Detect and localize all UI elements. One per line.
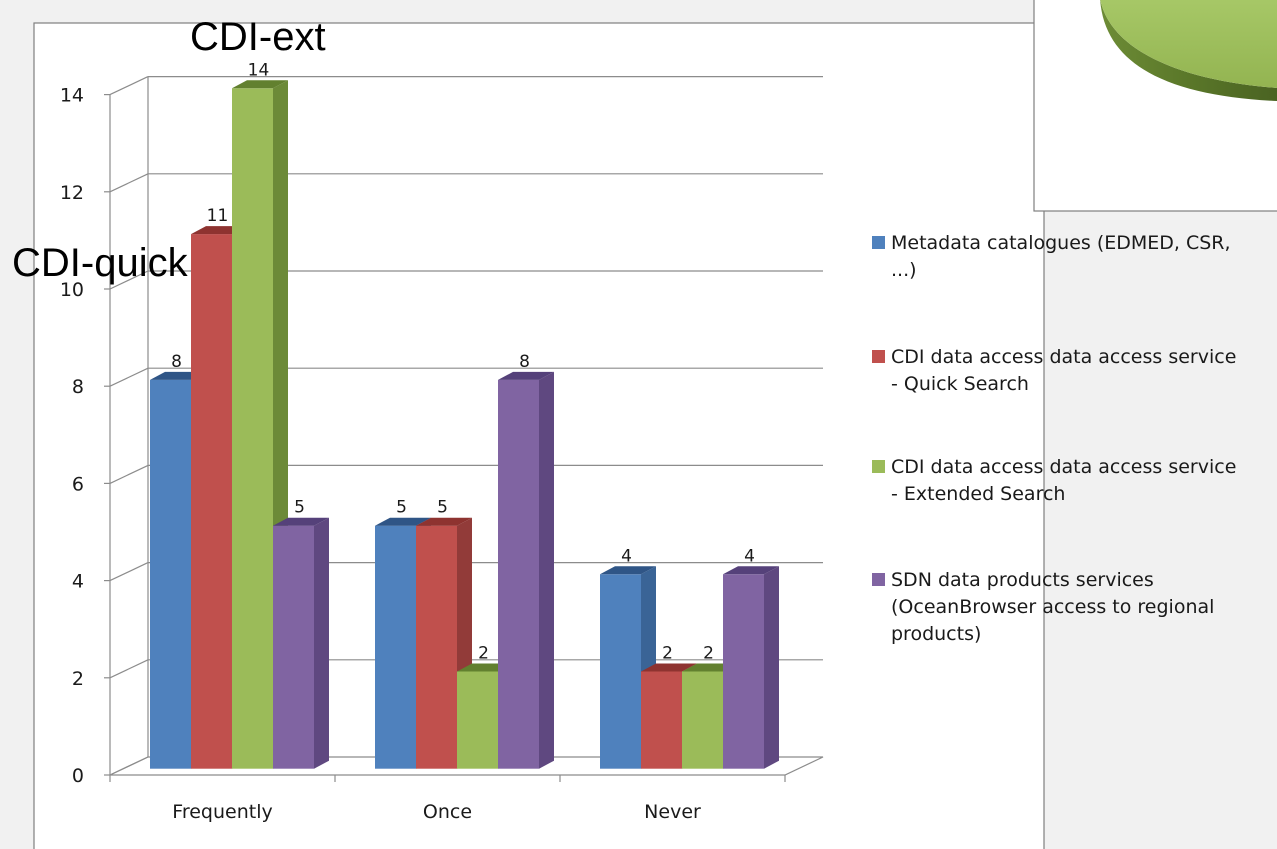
bar-front [273, 525, 314, 769]
bar-front [723, 574, 764, 769]
y-tick-label: 4 [72, 571, 84, 593]
bar [375, 517, 431, 769]
bar-top [600, 566, 656, 575]
data-label: 5 [294, 498, 305, 518]
bar-front [416, 525, 457, 769]
legend-label: ...) [891, 259, 917, 281]
legend-label: SDN data products services [891, 569, 1154, 591]
bar-top [723, 566, 779, 575]
bar-front [375, 525, 416, 769]
legend-label: - Quick Search [891, 373, 1029, 395]
data-label: 5 [396, 498, 407, 518]
bar-front [232, 88, 273, 769]
bar-front [150, 379, 191, 769]
data-label: 2 [703, 644, 714, 664]
legend-swatch [872, 573, 885, 586]
data-label: 4 [621, 546, 632, 566]
legend: Metadata catalogues (EDMED, CSR,...) CDI … [872, 232, 1236, 645]
gridline-side [109, 562, 149, 582]
legend-label: - Extended Search [891, 483, 1065, 505]
bar-front [600, 574, 641, 769]
y-tick-label: 0 [72, 765, 84, 787]
x-category-label: Once [423, 801, 472, 823]
bar-front [498, 379, 539, 769]
bar-front [191, 234, 232, 769]
gridline-side [109, 270, 149, 290]
bar-top [273, 517, 329, 526]
data-label: 8 [519, 352, 530, 372]
legend-label: CDI data access data access service [891, 346, 1236, 368]
data-label: 4 [744, 546, 755, 566]
bar-top [232, 80, 288, 89]
bar-front [641, 671, 682, 769]
bar-side [764, 566, 779, 769]
bar [273, 517, 329, 769]
pie-chart-panel [1033, 0, 1277, 212]
legend-label: products) [891, 623, 981, 645]
bar-front [682, 671, 723, 769]
y-tick-label: 12 [60, 182, 84, 204]
legend-label: CDI data access data access service [891, 456, 1236, 478]
gridline-side [109, 173, 149, 193]
y-tick-label: 14 [60, 85, 84, 107]
bar [498, 371, 554, 769]
bar-top [416, 517, 472, 526]
y-tick-label: 6 [72, 473, 84, 495]
bar-side [314, 517, 329, 769]
bar-top [375, 517, 431, 526]
gridline-side [109, 76, 149, 96]
y-tick-label: 2 [72, 668, 84, 690]
bar-front [457, 671, 498, 769]
legend-swatch [872, 460, 885, 473]
legend-swatch [872, 350, 885, 363]
bar [723, 566, 779, 769]
legend-label: (OceanBrowser access to regional [891, 596, 1214, 618]
bar-top [641, 663, 697, 672]
data-label: 2 [478, 644, 489, 664]
y-tick-label: 8 [72, 376, 84, 398]
bar-side [539, 371, 554, 769]
data-label: 5 [437, 498, 448, 518]
annotation-cdi-ext: CDI-ext [190, 15, 326, 59]
annotation-cdi-quick: CDI-quick [12, 241, 189, 285]
data-label: 8 [171, 352, 182, 372]
gridline-side [109, 464, 149, 484]
legend-label: Metadata catalogues (EDMED, CSR, [891, 232, 1231, 254]
legend-swatch [872, 236, 885, 249]
gridline-side [109, 367, 149, 387]
gridline-side [109, 659, 149, 679]
data-label: 11 [207, 206, 229, 226]
bar-chart: 0 2 4 6 8 10 12 14 8 11 14 5 Frequently 5 5 2 8 Once 4 2 2 4 N… [12, 15, 824, 823]
y-tick-label: 10 [60, 279, 84, 301]
data-label: 14 [248, 60, 270, 80]
data-label: 2 [662, 644, 673, 664]
x-category-label: Frequently [172, 801, 272, 823]
x-category-label: Never [644, 801, 701, 823]
bar-top [498, 371, 554, 380]
